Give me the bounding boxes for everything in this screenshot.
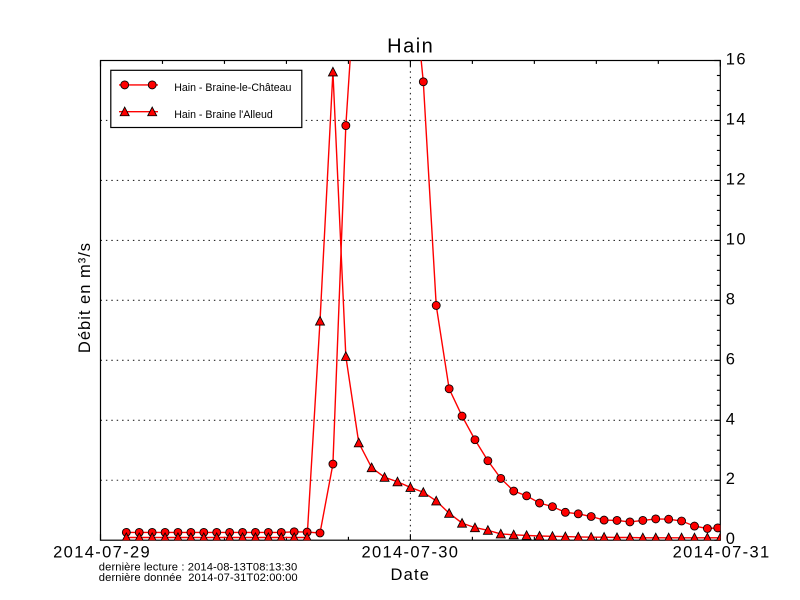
svg-text:2014-07-29: 2014-07-29 [53, 543, 151, 561]
svg-text:Hain - Braine l'Alleud: Hain - Braine l'Alleud [174, 109, 273, 121]
svg-text:dernière lecture : 2014-08-13T: dernière lecture : 2014-08-13T08:13:30 [99, 561, 297, 573]
svg-text:0: 0 [726, 530, 737, 548]
svg-text:8: 8 [726, 290, 737, 308]
svg-text:Date: Date [390, 566, 430, 584]
svg-text:16: 16 [726, 51, 747, 69]
svg-text:dernière donnée 2014-07-31T02: dernière donnée 2014-07-31T02:00:00 [99, 572, 298, 584]
svg-text:Débit en m³/s: Débit en m³/s [76, 242, 94, 353]
svg-text:14: 14 [726, 110, 747, 128]
svg-text:Hain - Braine-le-Château: Hain - Braine-le-Château [174, 82, 291, 94]
svg-text:2: 2 [726, 470, 737, 488]
svg-text:2014-07-30: 2014-07-30 [361, 543, 459, 561]
svg-text:2014-07-31: 2014-07-31 [673, 543, 771, 561]
svg-text:6: 6 [726, 350, 737, 368]
svg-text:10: 10 [726, 230, 747, 248]
svg-text:4: 4 [726, 410, 737, 428]
svg-text:12: 12 [726, 170, 747, 188]
svg-text:Hain: Hain [387, 36, 434, 58]
